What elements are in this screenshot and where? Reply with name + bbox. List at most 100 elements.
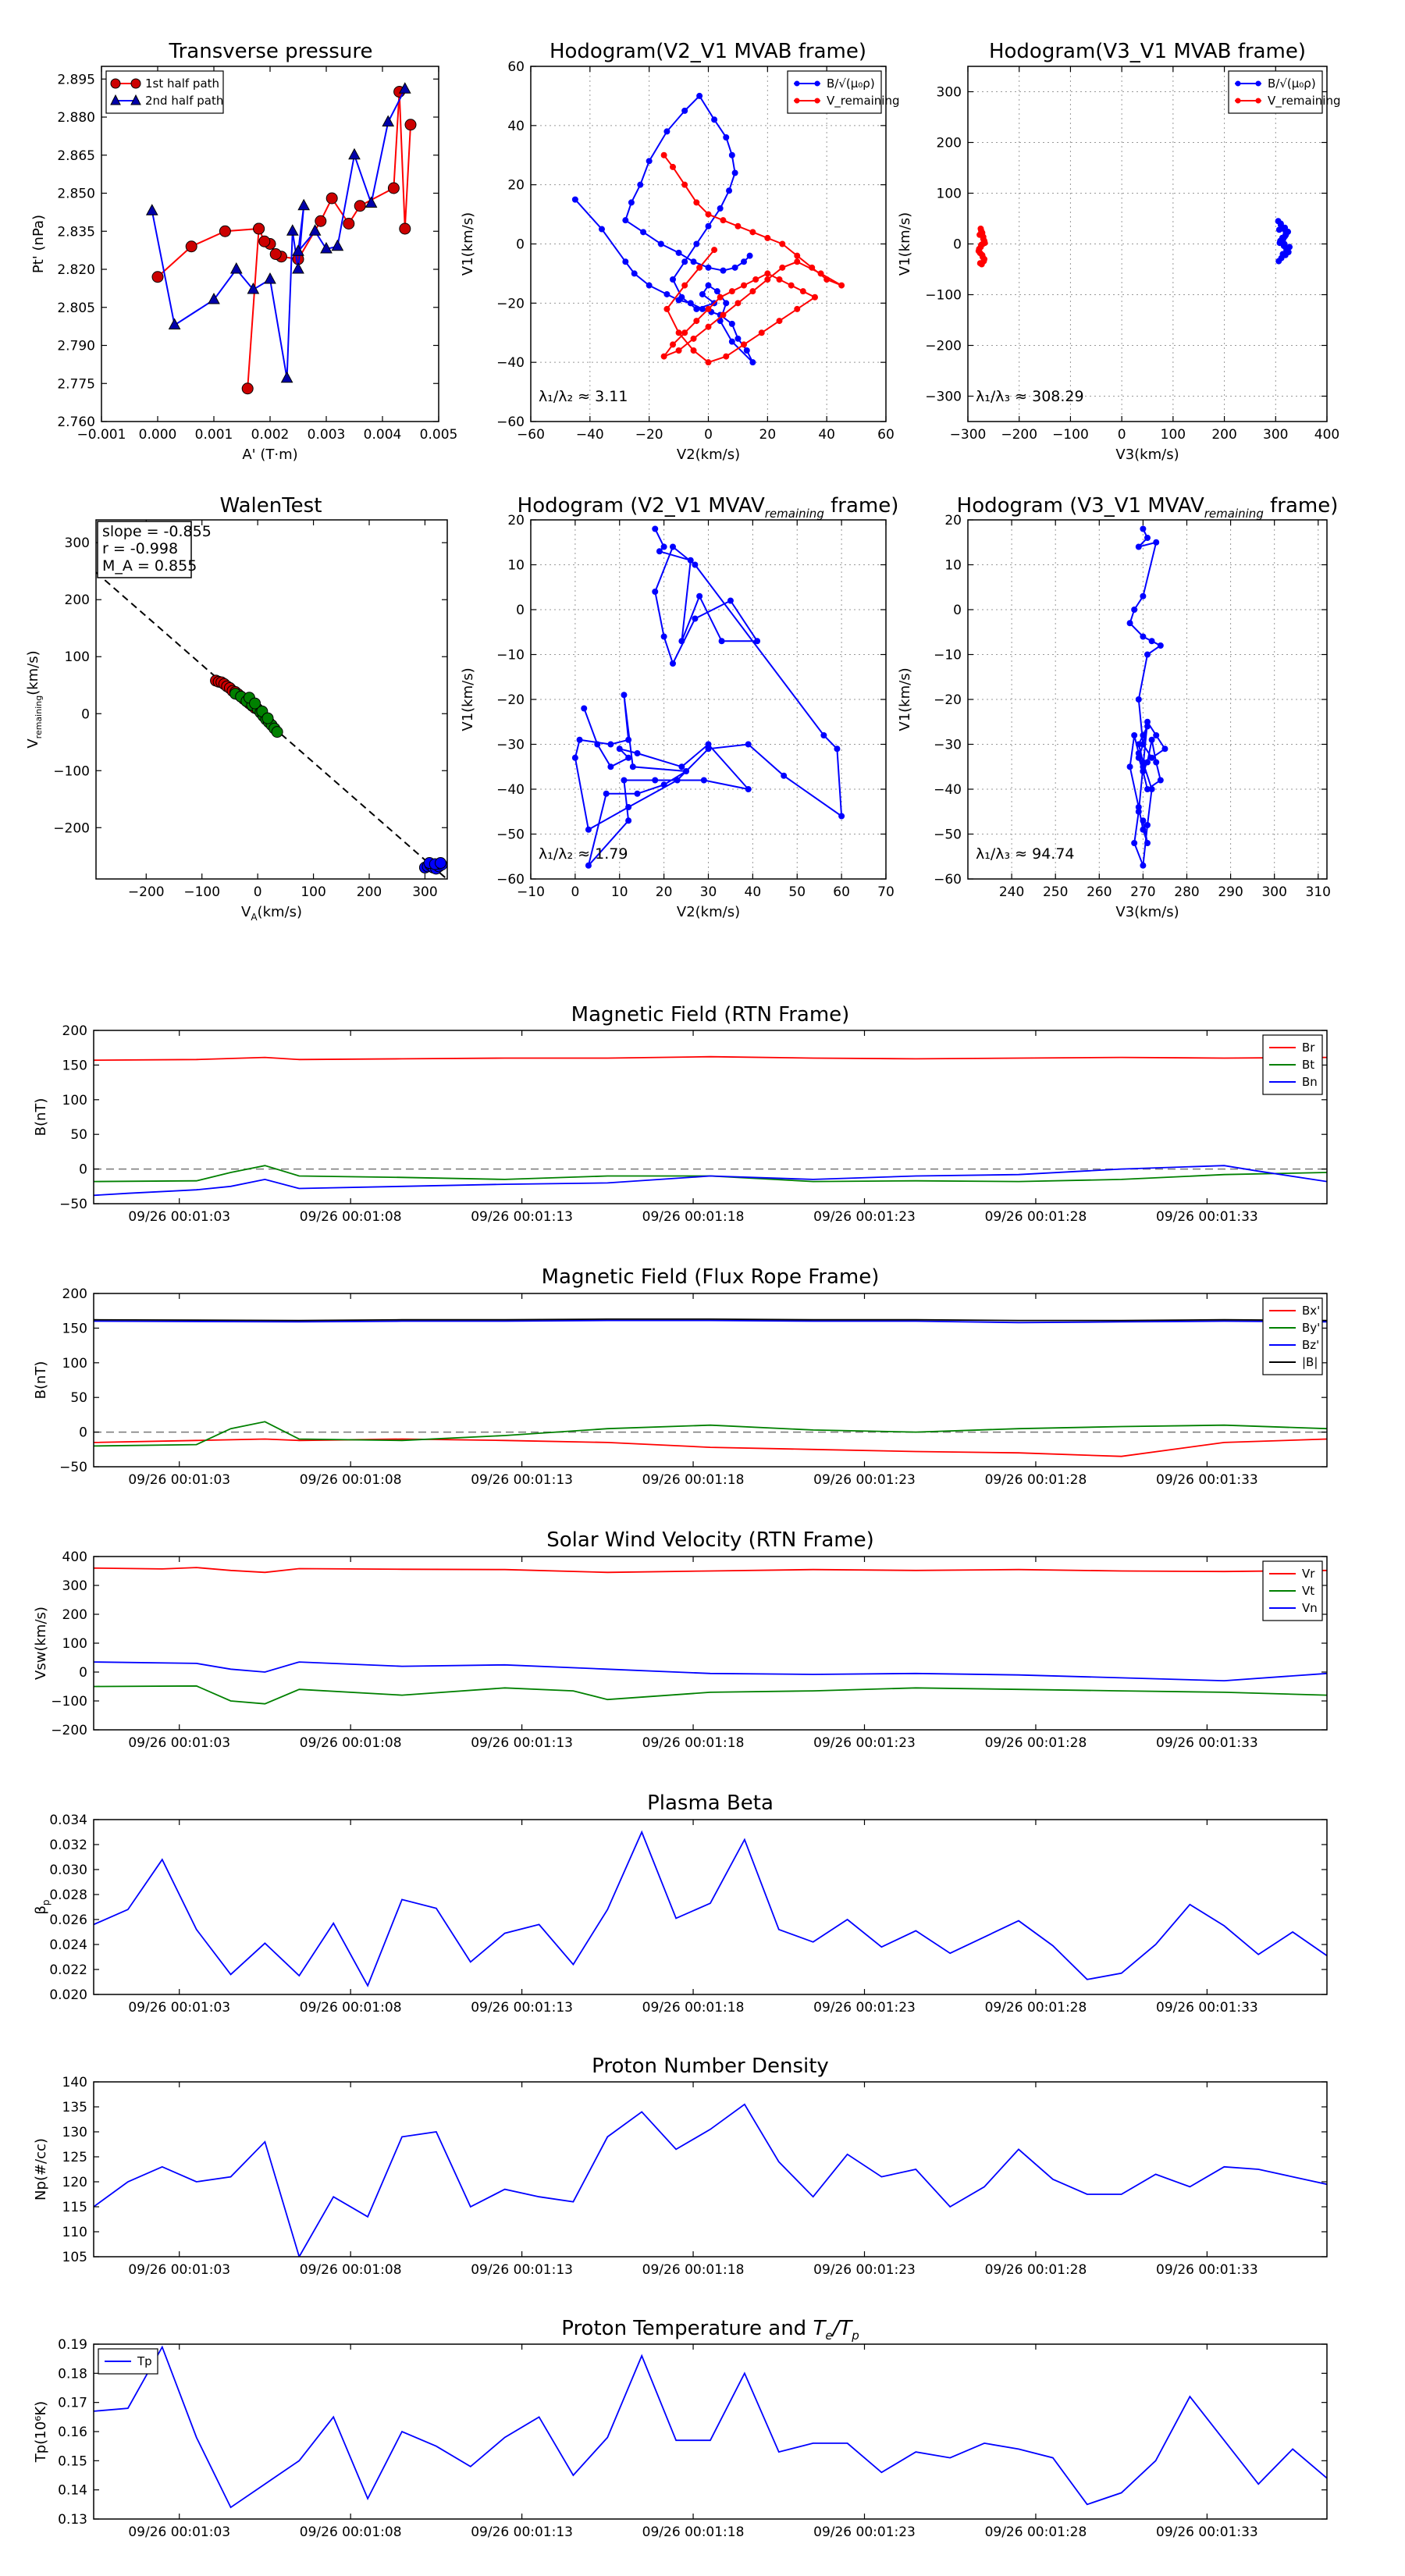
x-tick-label: 0.000: [139, 427, 177, 443]
data-point: [699, 290, 706, 297]
x-tick-label: 0.001: [195, 427, 233, 443]
data-point: [253, 222, 265, 235]
x-axis-label: A' (T·m): [242, 447, 297, 463]
data-point: [387, 182, 400, 194]
data-point: [718, 638, 725, 645]
data-point: [728, 320, 735, 327]
data-point: [621, 692, 628, 699]
x-tick-label: 09/26 00:01:08: [300, 1472, 402, 1488]
y-tick-label: 50: [70, 1390, 87, 1406]
eigenvalue-ratio-text: λ₁/λ₂ ≈ 3.11: [539, 388, 628, 405]
legend-label: 1st half path: [145, 76, 219, 91]
data-point: [728, 338, 735, 345]
data-point: [1275, 226, 1282, 233]
data-point: [663, 290, 670, 297]
series-line-B: [94, 1318, 1327, 1322]
data-point: [696, 92, 703, 99]
data-point: [145, 204, 158, 215]
data-point: [794, 252, 801, 259]
x-tick-label: 50: [788, 884, 806, 900]
x-tick-label: 260: [1087, 884, 1112, 900]
legend-label: Bz': [1302, 1338, 1319, 1352]
data-point: [308, 224, 322, 236]
data-point: [794, 305, 801, 312]
data-point: [741, 282, 747, 289]
x-tick-label: 09/26 00:01:28: [985, 1209, 1087, 1225]
axes-frame: [93, 1030, 1328, 1204]
x-tick-label: −40: [576, 427, 604, 443]
data-point: [838, 813, 845, 820]
x-tick-label: 09/26 00:01:33: [1156, 2000, 1258, 2016]
y-tick-label: 400: [62, 1550, 87, 1565]
x-tick-label: 09/26 00:01:18: [642, 2000, 745, 2016]
data-point: [735, 300, 742, 307]
x-tick-label: 09/26 00:01:03: [128, 2000, 230, 2016]
data-point: [976, 260, 984, 267]
x-tick-label: 09/26 00:01:18: [642, 1735, 745, 1751]
legend-label: By': [1302, 1321, 1320, 1335]
y-tick-label: 105: [62, 2250, 87, 2265]
x-tick-label: 300: [412, 884, 437, 900]
y-tick-label: 110: [62, 2225, 87, 2240]
x-tick-label: 09/26 00:01:08: [300, 1209, 402, 1225]
data-point: [670, 163, 676, 170]
legend-label: B/√(μ₀ρ): [1268, 76, 1316, 91]
data-point: [670, 341, 676, 348]
data-point: [622, 258, 629, 265]
x-tick-label: 09/26 00:01:08: [300, 2000, 402, 2016]
data-point: [1140, 525, 1147, 532]
y-tick-label: 2.850: [57, 187, 95, 202]
data-point: [398, 82, 411, 94]
x-tick-label: 09/26 00:01:23: [813, 2524, 916, 2540]
y-tick-label: 200: [62, 1023, 87, 1039]
x-tick-label: 09/26 00:01:13: [471, 1735, 573, 1751]
plot-area: −300 −200 −100 0 100 200 300 400 −300 −200 −100 0 10…: [897, 66, 1341, 463]
series-line-2ndhalfpath: [151, 88, 406, 379]
x-tick-label: −100: [183, 884, 220, 900]
y-tick-label: 130: [62, 2125, 87, 2140]
y-tick-label: 115: [62, 2200, 87, 2215]
data-point: [705, 264, 712, 271]
legend-marker: [1235, 80, 1241, 87]
data-point: [713, 288, 720, 295]
data-point: [1144, 840, 1151, 846]
y-tick-label: −30: [496, 738, 525, 753]
data-point: [581, 705, 588, 712]
y-tick-label: −100: [51, 1694, 87, 1710]
data-point: [269, 248, 282, 260]
data-point: [779, 264, 786, 271]
data-point: [678, 763, 685, 770]
x-tick-label: 09/26 00:01:28: [985, 1472, 1087, 1488]
plot-area: 240 250 260 270 280 290 300 310 −60 −50 −40 −30 −20 −…: [897, 513, 1331, 920]
legend-label: 2nd half path: [145, 94, 223, 108]
data-point: [229, 262, 243, 274]
data-point: [168, 318, 181, 329]
y-tick-label: 0.026: [49, 1912, 87, 1928]
series-layer: [1126, 525, 1168, 869]
series-layer: [145, 82, 417, 395]
legend: Vr Vt Vn: [1262, 1560, 1323, 1621]
y-tick-label: 2.865: [57, 148, 95, 164]
data-point: [681, 107, 688, 114]
y-tick-label: 10: [944, 558, 962, 574]
x-tick-label: −300: [950, 427, 987, 443]
y-tick-label: 100: [62, 1356, 87, 1372]
x-tick-label: 09/26 00:01:03: [128, 2524, 230, 2540]
data-point: [365, 196, 378, 208]
y-tick-label: −50: [59, 1460, 87, 1475]
data-point: [404, 119, 417, 131]
y-tick-label: −50: [59, 1197, 87, 1212]
y-tick-label: 0.19: [58, 2337, 87, 2353]
data-point: [799, 288, 806, 295]
data-point: [1157, 642, 1164, 649]
data-point: [692, 615, 699, 622]
data-point: [717, 205, 724, 212]
series-line-Bn: [94, 1165, 1327, 1197]
data-point: [646, 158, 653, 165]
y-tick-label: 0.034: [49, 1813, 87, 1828]
data-point: [354, 200, 366, 212]
y-tick-label: 0: [953, 603, 962, 618]
data-point: [576, 736, 583, 743]
data-point: [1144, 759, 1151, 766]
y-tick-label: 60: [507, 59, 525, 75]
